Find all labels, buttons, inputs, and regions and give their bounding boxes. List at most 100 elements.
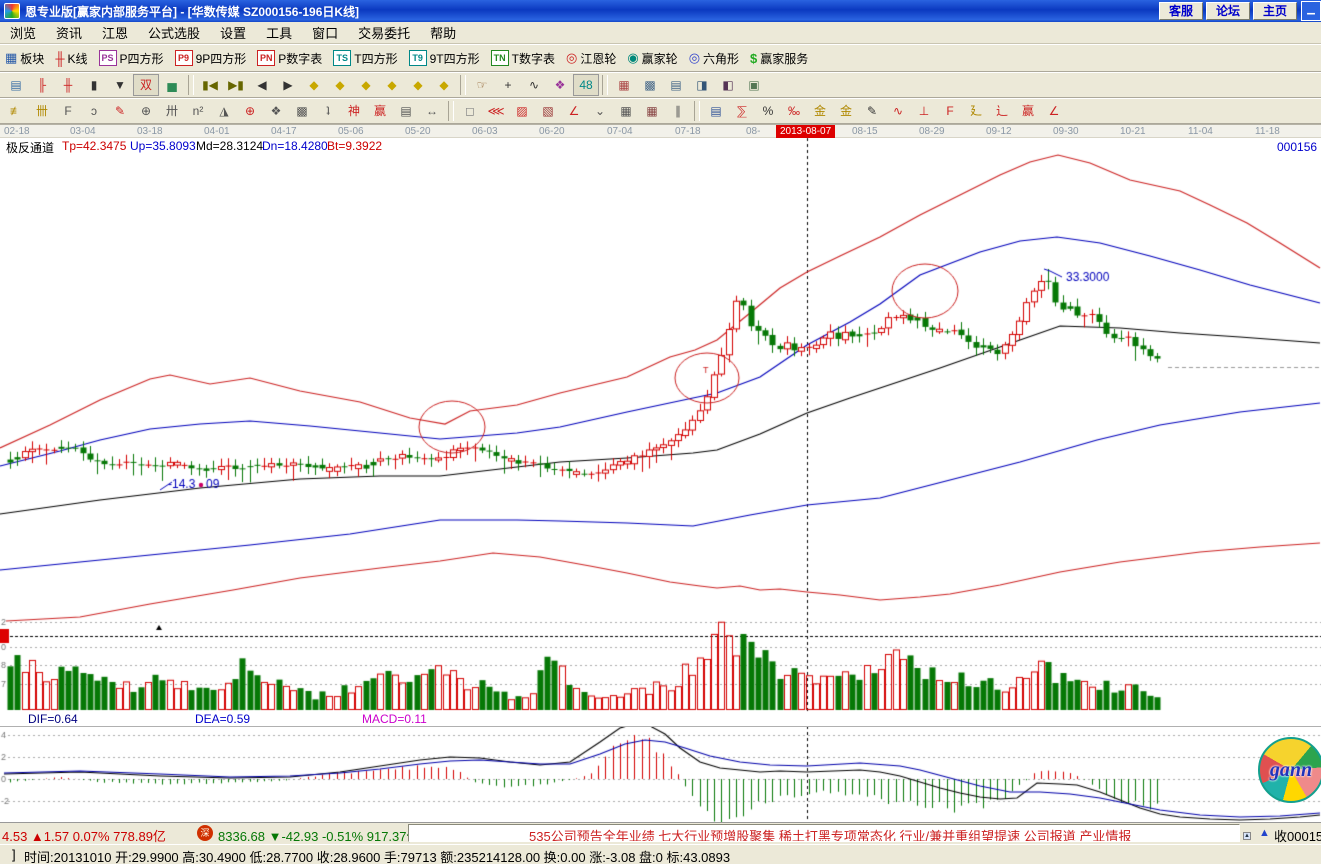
toolbar-item-赢家服务[interactable]: $ 赢家服务: [750, 50, 808, 67]
menu-item-4[interactable]: 设置: [220, 26, 247, 41]
date-label-05-06[interactable]: 05-06: [338, 126, 364, 137]
tool-icon-toolbar3-35[interactable]: ∿: [885, 100, 911, 122]
tool-icon-toolbar3-19[interactable]: ⋘: [483, 100, 509, 122]
tool-icon-toolbar3-9[interactable]: ⊕: [237, 100, 263, 122]
tool-icon-toolbar2-14[interactable]: ◆: [353, 74, 379, 96]
tool-icon-toolbar2-13[interactable]: ◆: [327, 74, 353, 96]
tool-icon-toolbar2-12[interactable]: ◆: [301, 74, 327, 96]
tool-icon-toolbar2-2[interactable]: ╫: [55, 74, 81, 96]
tool-icon-toolbar2-0[interactable]: ▤: [3, 74, 29, 96]
tool-icon-toolbar3-41[interactable]: ∠: [1041, 100, 1067, 122]
tool-icon-toolbar2-9[interactable]: ▶▮: [223, 74, 249, 96]
menu-item-1[interactable]: 资讯: [56, 26, 83, 41]
titlebar-button-论坛[interactable]: 论坛: [1205, 2, 1250, 20]
selected-date-highlight[interactable]: 2013-08-07: [776, 125, 836, 138]
tool-icon-toolbar2-1[interactable]: ╟: [29, 74, 55, 96]
tool-icon-toolbar3-21[interactable]: ▧: [535, 100, 561, 122]
tool-icon-toolbar2-27[interactable]: ▤: [663, 74, 689, 96]
tool-icon-toolbar3-38[interactable]: 廴: [963, 100, 989, 122]
date-axis[interactable]: 02-18 03-04 03-18 04-01 04-17 05-06 05-20 06-03…: [0, 124, 1321, 138]
date-label-08-15[interactable]: 08-15: [852, 126, 878, 137]
date-label-02-18[interactable]: 02-18: [4, 126, 30, 137]
news-ticker[interactable]: 535公司预告全年业绩 七大行业预增股聚集 稀土打黑专项常态化 行业/兼并重组望…: [408, 824, 1240, 842]
tool-icon-toolbar3-4[interactable]: ✎: [107, 100, 133, 122]
ticker-spinner[interactable]: ▲ ▼: [1243, 825, 1254, 855]
toolbar-item-江恩轮[interactable]: ◎ 江恩轮: [566, 50, 616, 67]
toolbar-item-9P四方形[interactable]: P9 9P四方形: [174, 50, 246, 67]
titlebar-button-主页[interactable]: 主页: [1252, 2, 1297, 20]
titlebar-button-客服[interactable]: 客服: [1158, 2, 1203, 20]
tool-icon-toolbar3-31[interactable]: ‰: [781, 100, 807, 122]
tool-icon-toolbar3-0[interactable]: ≢: [3, 100, 29, 122]
tool-icon-toolbar3-20[interactable]: ▨: [509, 100, 535, 122]
menu-item-7[interactable]: 交易委托: [358, 26, 411, 41]
tool-icon-toolbar3-15[interactable]: ▤: [393, 100, 419, 122]
tool-icon-toolbar2-10[interactable]: ◀: [249, 74, 275, 96]
toolbar-item-P数字表[interactable]: PN P数字表: [257, 50, 322, 67]
tool-icon-toolbar3-2[interactable]: F: [55, 100, 81, 122]
tool-icon-toolbar3-33[interactable]: 金: [833, 100, 859, 122]
tool-icon-toolbar2-16[interactable]: ◆: [405, 74, 431, 96]
toolbar-item-T数字表[interactable]: TN T数字表: [490, 50, 555, 67]
tool-icon-toolbar2-26[interactable]: ▩: [637, 74, 663, 96]
tool-icon-toolbar2-29[interactable]: ◧: [715, 74, 741, 96]
tool-icon-toolbar3-1[interactable]: 卌: [29, 100, 55, 122]
tool-icon-toolbar3-23[interactable]: ⌄: [587, 100, 613, 122]
tool-icon-toolbar3-6[interactable]: 卅: [159, 100, 185, 122]
title-bar[interactable]: 恩专业版[赢家内部服务平台] - [华数传媒 SZ000156-196日K线] …: [0, 0, 1321, 22]
date-label-10-21[interactable]: 10-21: [1120, 126, 1146, 137]
tool-icon-toolbar3-32[interactable]: 金: [807, 100, 833, 122]
tool-icon-toolbar3-26[interactable]: ∥: [665, 100, 691, 122]
minimize-button[interactable]: ▁: [1301, 1, 1321, 21]
date-label-11-18[interactable]: 11-18: [1255, 126, 1280, 137]
date-label-05-20[interactable]: 05-20: [405, 126, 431, 137]
menu-item-3[interactable]: 公式选股: [148, 26, 201, 41]
tool-icon-toolbar3-39[interactable]: 辶: [989, 100, 1015, 122]
tool-icon-toolbar3-7[interactable]: n²: [185, 100, 211, 122]
tool-icon-toolbar3-22[interactable]: ∠: [561, 100, 587, 122]
date-label-07-04[interactable]: 07-04: [607, 126, 633, 137]
tool-icon-toolbar2-3[interactable]: ▮: [81, 74, 107, 96]
menu-item-8[interactable]: 帮助: [430, 26, 457, 41]
toolbar-item-赢家轮[interactable]: ◉ 赢家轮: [627, 50, 677, 67]
tool-icon-toolbar2-4[interactable]: ▼: [107, 74, 133, 96]
tool-icon-toolbar2-21[interactable]: ∿: [521, 74, 547, 96]
tool-icon-toolbar2-6[interactable]: ▅: [159, 74, 185, 96]
tool-icon-toolbar3-29[interactable]: ⅀: [729, 100, 755, 122]
date-label-03-04[interactable]: 03-04: [70, 126, 96, 137]
tool-icon-toolbar3-8[interactable]: ◮: [211, 100, 237, 122]
date-label-04-01[interactable]: 04-01: [204, 126, 230, 137]
tool-icon-toolbar3-28[interactable]: ▤: [703, 100, 729, 122]
toolbar-item-K线[interactable]: ╫ K线: [55, 50, 87, 67]
toolbar-item-板块[interactable]: ▦ 板块: [5, 50, 44, 67]
tool-icon-toolbar2-25[interactable]: ▦: [611, 74, 637, 96]
tool-icon-toolbar2-20[interactable]: +: [495, 74, 521, 96]
tool-icon-toolbar3-18[interactable]: ◻: [457, 100, 483, 122]
date-label-08-29[interactable]: 08-29: [919, 126, 945, 137]
tool-icon-toolbar3-10[interactable]: ❖: [263, 100, 289, 122]
tool-icon-toolbar2-17[interactable]: ◆: [431, 74, 457, 96]
tool-icon-toolbar3-25[interactable]: ▦: [639, 100, 665, 122]
date-label-06-20[interactable]: 06-20: [539, 126, 565, 137]
toolbar-item-六角形[interactable]: ◎ 六角形: [689, 50, 739, 67]
spin-up-icon[interactable]: ▲: [1243, 832, 1251, 840]
tool-icon-toolbar2-28[interactable]: ◨: [689, 74, 715, 96]
tool-icon-toolbar3-3[interactable]: ɔ: [81, 100, 107, 122]
menu-item-2[interactable]: 江恩: [102, 26, 129, 41]
tool-icon-toolbar2-23[interactable]: 48: [573, 74, 599, 96]
tool-icon-toolbar3-14[interactable]: 赢: [367, 100, 393, 122]
menu-item-5[interactable]: 工具: [266, 26, 293, 41]
menu-item-6[interactable]: 窗口: [312, 26, 339, 41]
tool-icon-toolbar3-37[interactable]: F: [937, 100, 963, 122]
tool-icon-toolbar2-11[interactable]: ▶: [275, 74, 301, 96]
date-label-09-12[interactable]: 09-12: [986, 126, 1012, 137]
tool-icon-toolbar3-11[interactable]: ▩: [289, 100, 315, 122]
tool-icon-toolbar2-19[interactable]: ☞: [469, 74, 495, 96]
tool-icon-toolbar3-34[interactable]: ✎: [859, 100, 885, 122]
toolbar-item-P四方形[interactable]: PS P四方形: [98, 50, 164, 67]
date-label-11-04[interactable]: 11-04: [1188, 126, 1213, 137]
date-label-03-18[interactable]: 03-18: [137, 126, 163, 137]
toolbar-item-T四方形[interactable]: TS T四方形: [333, 50, 398, 67]
date-label-04-17[interactable]: 04-17: [271, 126, 297, 137]
tool-icon-toolbar2-22[interactable]: ❖: [547, 74, 573, 96]
